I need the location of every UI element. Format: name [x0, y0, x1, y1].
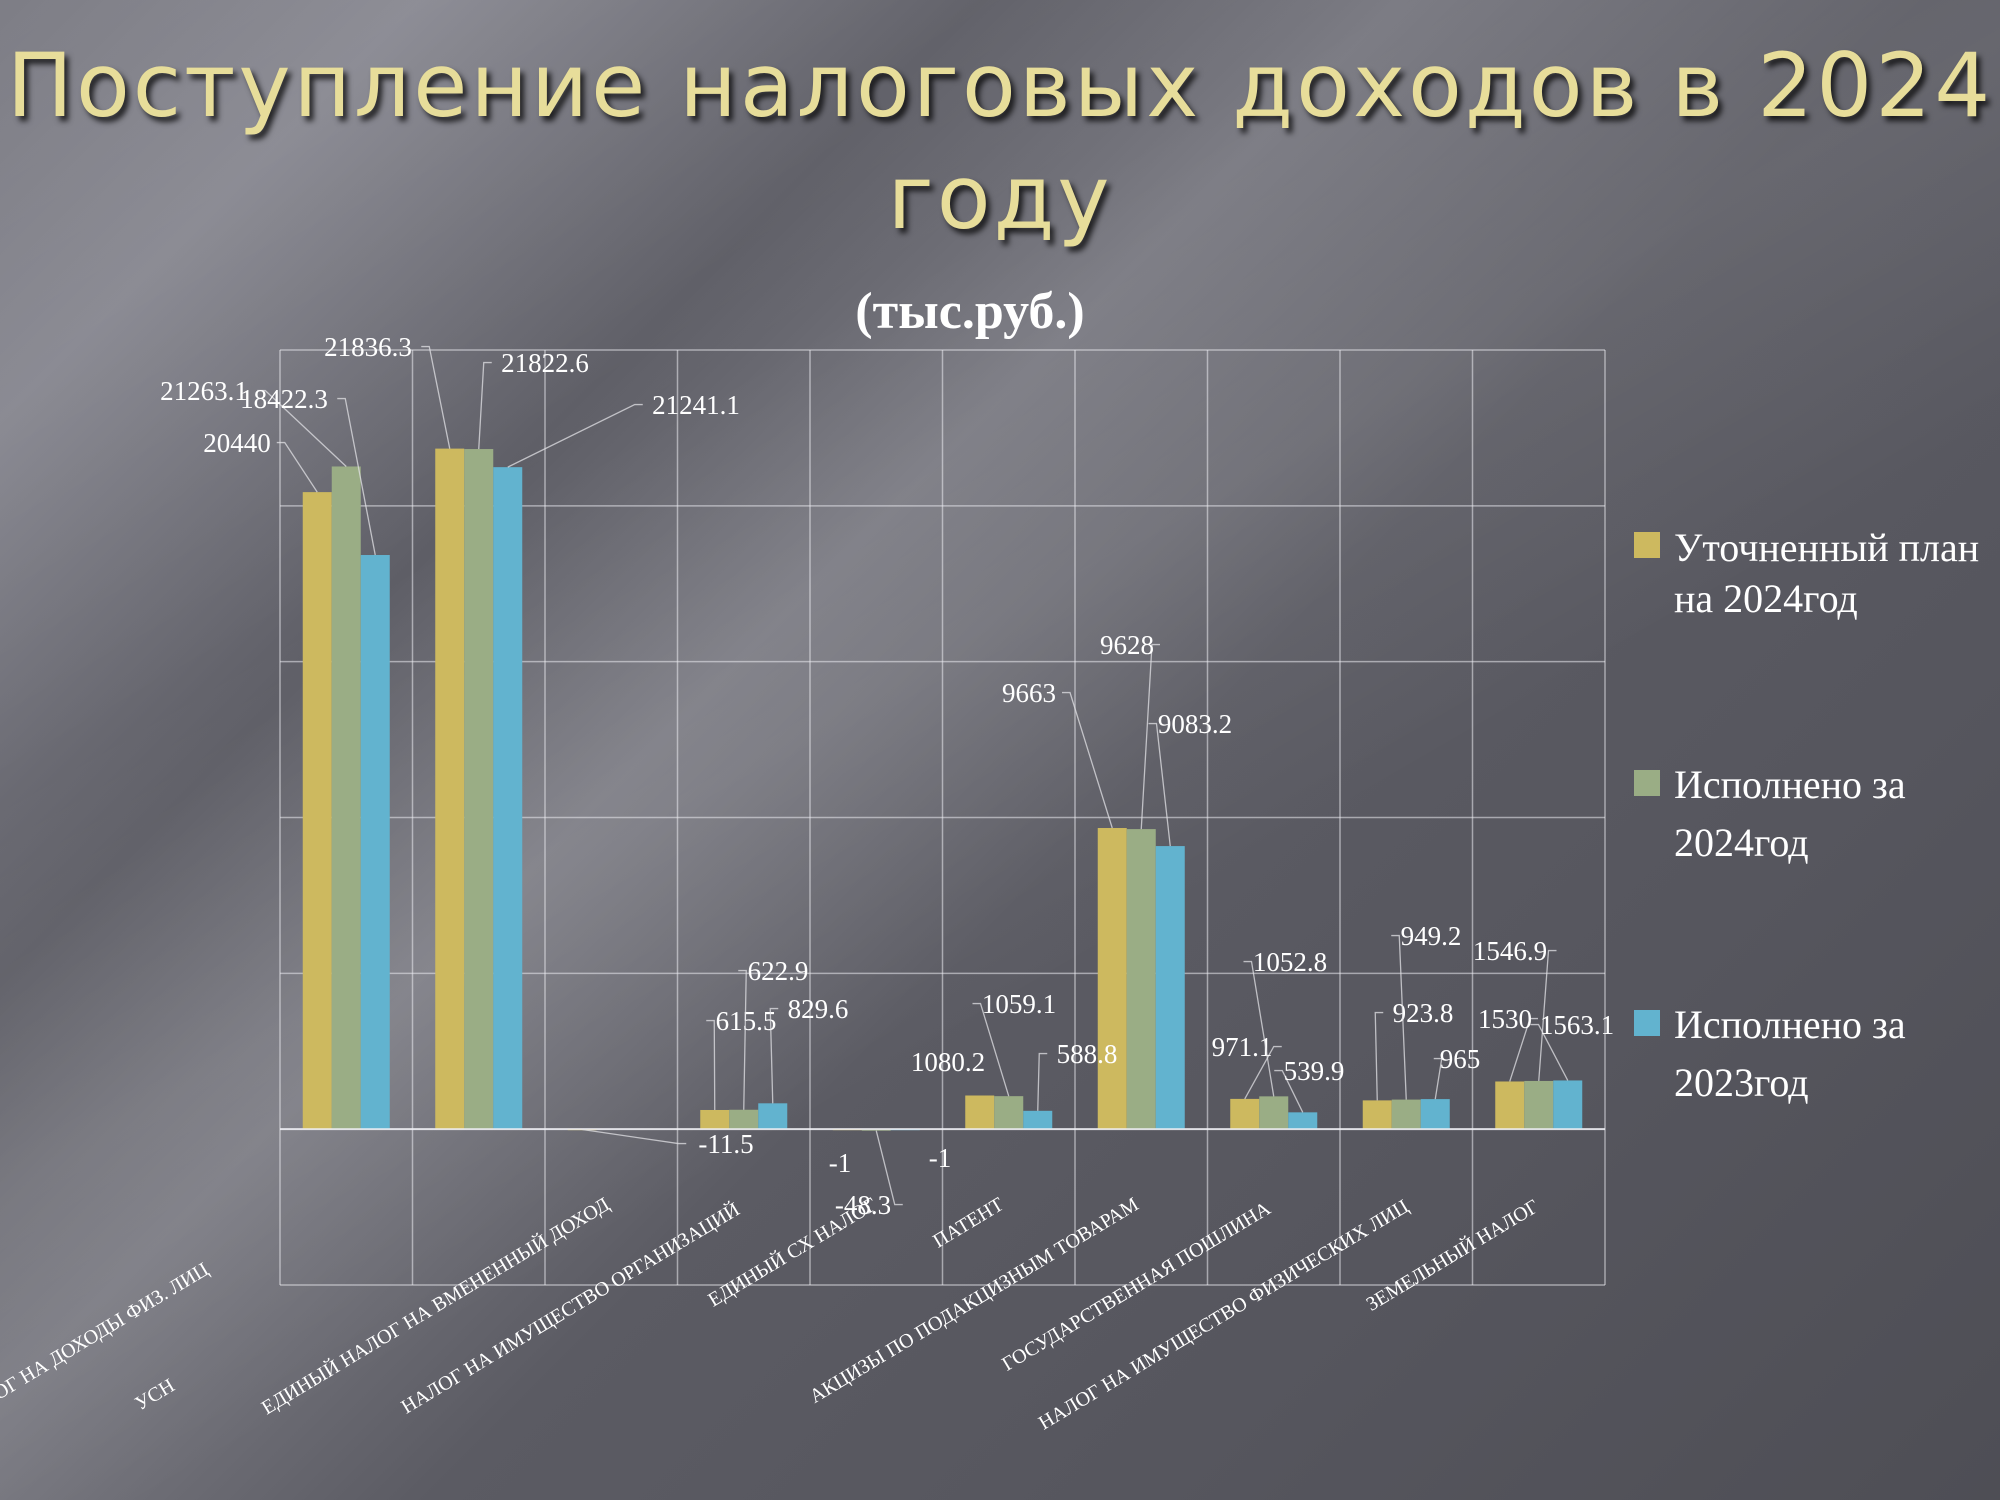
data-label-leader — [1274, 1069, 1304, 1113]
data-label: 9628 — [1100, 630, 1154, 660]
bar — [729, 1109, 759, 1130]
data-label-leader — [738, 969, 747, 1110]
data-label-leader — [478, 361, 492, 450]
bar — [1126, 829, 1156, 1130]
legend-swatch-plan-2024 — [1634, 532, 1660, 558]
legend-swatch-actual-2023 — [1634, 1010, 1660, 1036]
data-label: 588.8 — [1057, 1039, 1118, 1069]
bar — [700, 1109, 730, 1130]
data-label-leader — [276, 441, 318, 493]
data-label-leader — [257, 389, 347, 467]
data-label: -1 — [929, 1143, 952, 1173]
data-label: 9083.2 — [1158, 709, 1232, 739]
data-label-leader — [769, 1007, 779, 1104]
data-label-leader — [972, 1002, 1010, 1097]
data-label: 1052.8 — [1253, 947, 1327, 977]
data-label: 539.9 — [1284, 1056, 1345, 1086]
bar — [1495, 1081, 1525, 1130]
bar — [758, 1103, 788, 1130]
data-label-leader — [1140, 643, 1160, 830]
bar — [1288, 1112, 1318, 1130]
bar — [1420, 1099, 1450, 1130]
data-label: 829.6 — [788, 994, 849, 1024]
data-label: 21241.1 — [652, 390, 740, 420]
data-label-leader — [706, 1019, 716, 1110]
category-label: НАЛОГ НА ДОХОДЫ ФИЗ. ЛИЦ — [0, 1258, 213, 1426]
data-label: 9663 — [1002, 678, 1056, 708]
page-title: Поступление налоговых доходов в 2024 год… — [6, 34, 1994, 249]
data-label-leader — [1243, 960, 1275, 1097]
bar — [1553, 1080, 1583, 1130]
data-label: 949.2 — [1401, 921, 1462, 951]
bar — [331, 466, 361, 1130]
data-label-leader — [1037, 1052, 1048, 1111]
data-label-leader — [1244, 1045, 1282, 1100]
category-label: УСН — [131, 1375, 178, 1415]
bar — [1259, 1096, 1289, 1130]
bar — [965, 1095, 995, 1130]
data-label: 971.1 — [1212, 1032, 1273, 1062]
data-label-leader — [1530, 1023, 1569, 1081]
data-label: 21263.1 — [160, 376, 248, 406]
data-label-leader — [1374, 1011, 1384, 1101]
data-label: 18422.3 — [240, 384, 328, 414]
data-label: -48.3 — [835, 1190, 891, 1220]
data-label-leader — [1391, 934, 1407, 1100]
data-label: 965 — [1440, 1044, 1481, 1074]
data-label-leader — [582, 1128, 687, 1145]
data-label-leader — [421, 345, 451, 449]
data-label-leader — [1509, 1017, 1538, 1082]
bar — [1391, 1099, 1421, 1130]
data-label: 1080.2 — [911, 1047, 985, 1077]
data-label: -1 — [829, 1148, 852, 1178]
legend-swatch-actual-2024 — [1634, 770, 1660, 796]
bar — [994, 1096, 1024, 1130]
data-label: 1059.1 — [982, 989, 1056, 1019]
data-label: 1546.9 — [1473, 936, 1547, 966]
data-label: 21836.3 — [324, 332, 412, 362]
data-label: 1563.1 — [1540, 1010, 1614, 1040]
data-label: -11.5 — [698, 1129, 753, 1159]
bar — [1230, 1098, 1260, 1130]
category-label: ГОСУДАРСТВЕННАЯ ПОШЛИНА — [998, 1197, 1275, 1375]
bar — [302, 492, 332, 1130]
bar — [1097, 828, 1127, 1130]
legend-label-actual-2024: Исполнено за 2024год — [1674, 762, 1906, 865]
data-label: 20440 — [203, 428, 271, 458]
bar — [360, 555, 390, 1130]
legend-label-actual-2023: Исполнено за 2023год — [1674, 1002, 1906, 1105]
bar — [464, 449, 494, 1130]
data-label-leader — [1433, 1057, 1443, 1100]
data-label-leader — [875, 1130, 903, 1206]
data-label: 21822.6 — [501, 348, 589, 378]
bar — [1362, 1100, 1392, 1130]
legend-label-plan-2024: Уточненный план на 2024год — [1674, 525, 1980, 621]
data-label: 1530 — [1478, 1004, 1532, 1034]
bar — [493, 467, 523, 1130]
bar — [1155, 846, 1185, 1130]
data-label-leader — [507, 403, 643, 468]
data-label: 622.9 — [748, 956, 809, 986]
data-label-leader — [1062, 691, 1113, 829]
chart-subtitle: (тыс.руб.) — [855, 283, 1085, 340]
data-label-leader — [1538, 949, 1557, 1082]
bar — [1023, 1110, 1053, 1130]
data-label-leader — [337, 397, 376, 556]
category-label: ПАТЕНТ — [929, 1193, 1007, 1252]
data-label-leader — [1148, 722, 1171, 847]
bar — [435, 448, 465, 1130]
bar — [1524, 1080, 1554, 1130]
